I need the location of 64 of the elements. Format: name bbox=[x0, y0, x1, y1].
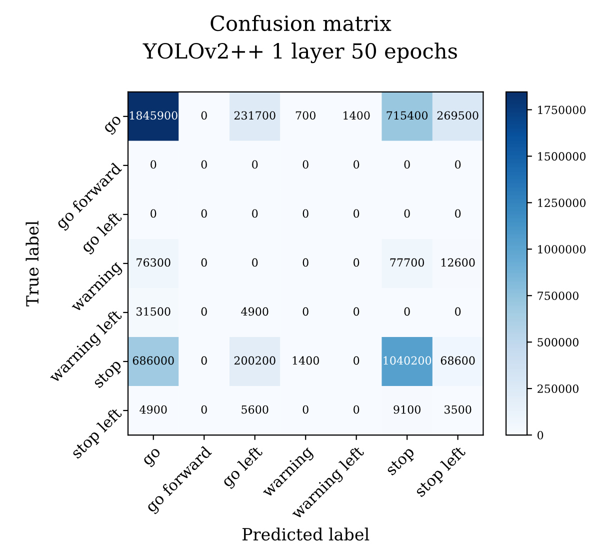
data-label: 0 bbox=[354, 160, 360, 169]
data-label: 68600 bbox=[440, 356, 475, 365]
data-label: 0 bbox=[404, 160, 410, 169]
y-tick-label: go bbox=[104, 115, 124, 136]
data-label: 4900 bbox=[140, 405, 167, 414]
data-label: 0 bbox=[201, 209, 207, 218]
data-label: 0 bbox=[455, 160, 461, 169]
data-label: 0 bbox=[201, 307, 207, 316]
data-label: 0 bbox=[150, 209, 156, 218]
data-label: 700 bbox=[296, 111, 316, 120]
data-label: 0 bbox=[455, 209, 461, 218]
color-bar-label: 1750000 bbox=[538, 106, 586, 114]
color-bar-label: 250000 bbox=[538, 384, 578, 393]
data-label: 0 bbox=[455, 307, 461, 316]
data-label: 0 bbox=[150, 160, 156, 169]
x-tick-label: go left bbox=[220, 444, 266, 490]
data-label: 0 bbox=[252, 209, 258, 218]
data-label: 1040200 bbox=[384, 356, 432, 365]
data-label: 1400 bbox=[292, 356, 320, 365]
color-bar-label: 1000000 bbox=[538, 245, 586, 254]
data-label: 3500 bbox=[444, 405, 472, 414]
data-label: 0 bbox=[201, 111, 207, 120]
data-label: 0 bbox=[404, 307, 410, 316]
data-label: 9100 bbox=[394, 405, 420, 414]
data-label: 231700 bbox=[234, 111, 276, 120]
data-label: 0 bbox=[302, 307, 308, 316]
data-label: 269500 bbox=[437, 111, 478, 120]
x-tick-label: go bbox=[142, 448, 164, 468]
data-label: 0 bbox=[354, 405, 360, 414]
data-label: 0 bbox=[354, 356, 360, 365]
data-label: 0 bbox=[201, 405, 207, 414]
data-label: 5600 bbox=[242, 405, 268, 414]
data-label: 0 bbox=[201, 160, 207, 169]
chart-subtitle: YOLOv2++ 1 layer 50 epochs bbox=[142, 42, 457, 64]
data-label: 0 bbox=[354, 209, 360, 218]
color-bar-label: 750000 bbox=[538, 292, 578, 300]
chart-title: Confusion matrix bbox=[210, 14, 392, 32]
color-bar-label: 1250000 bbox=[538, 198, 586, 208]
data-label: 0 bbox=[404, 209, 410, 218]
data-label: 76300 bbox=[136, 258, 170, 267]
data-label: 200200 bbox=[234, 356, 276, 365]
data-label: 686000 bbox=[132, 356, 174, 365]
data-label: 31500 bbox=[136, 307, 170, 316]
data-label: 715400 bbox=[386, 111, 428, 120]
x-axis-title: Predicted label bbox=[242, 528, 370, 541]
data-label: 0 bbox=[252, 160, 258, 169]
data-label: 1400 bbox=[344, 111, 370, 120]
data-label: 0 bbox=[302, 209, 308, 218]
data-label: 0 bbox=[302, 258, 308, 267]
color-bar-label: 500000 bbox=[538, 338, 578, 346]
data-label: 12600 bbox=[442, 258, 475, 267]
data-label: 0 bbox=[302, 405, 308, 414]
color-bar-label: 0 bbox=[538, 430, 544, 440]
data-label: 0 bbox=[354, 307, 360, 316]
data-label: 1845900 bbox=[130, 111, 178, 120]
data-label: 77700 bbox=[390, 258, 424, 267]
color-bar-label: 1500000 bbox=[538, 152, 586, 161]
data-label: 0 bbox=[201, 258, 207, 267]
data-label: 0 bbox=[302, 160, 308, 169]
data-label: 0 bbox=[201, 356, 207, 365]
y-axis-title: True label bbox=[26, 220, 39, 306]
data-label: 0 bbox=[354, 258, 360, 267]
data-label: 0 bbox=[252, 258, 258, 267]
data-label: 4900 bbox=[241, 307, 268, 316]
